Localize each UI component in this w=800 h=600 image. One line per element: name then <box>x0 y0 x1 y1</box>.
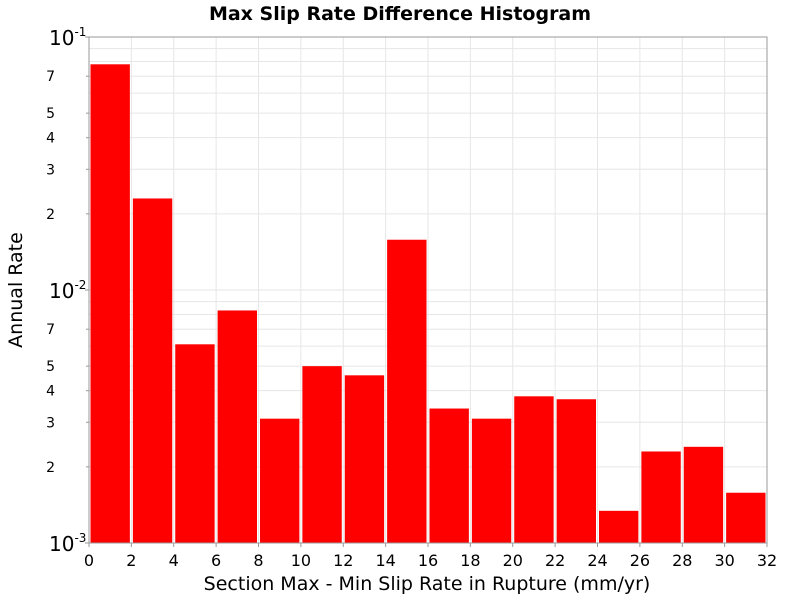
y-minor-tick-label: 4 <box>46 131 55 147</box>
x-tick-label: 20 <box>503 551 523 570</box>
histogram-bar <box>683 446 724 543</box>
histogram-bar <box>429 408 469 543</box>
y-minor-tick-label: 3 <box>46 162 55 178</box>
x-axis-label: Section Max - Min Slip Rate in Rupture (… <box>204 573 651 595</box>
histogram-bar <box>641 451 681 543</box>
histogram-bar <box>302 366 342 543</box>
x-tick-label: 8 <box>253 551 263 570</box>
histogram-bar <box>726 492 766 543</box>
histogram-bar <box>514 396 554 543</box>
histogram-bar <box>599 510 639 543</box>
x-tick-label: 14 <box>375 551 395 570</box>
y-minor-tick-label: 2 <box>46 460 55 476</box>
x-tick-label: 10 <box>291 551 311 570</box>
x-tick-label: 26 <box>630 551 650 570</box>
x-tick-label: 18 <box>460 551 480 570</box>
y-major-tick-label: 10-3 <box>49 531 86 556</box>
x-tick-label: 12 <box>333 551 353 570</box>
x-axis: 0 2 4 6 8 10 12 14 16 18 20 22 24 26 28 30 32 <box>84 543 777 570</box>
x-tick-label: 2 <box>126 551 136 570</box>
y-axis: 10-1 10-2 10-3 7 5 4 3 2 7 5 4 3 2 <box>46 25 89 556</box>
y-minor-tick-label: 5 <box>46 359 55 375</box>
histogram-bar <box>471 418 512 543</box>
chart-title: Max Slip Rate Difference Histogram <box>209 3 591 25</box>
y-minor-tick-label: 3 <box>46 415 55 431</box>
x-tick-label: 24 <box>587 551 607 570</box>
y-axis-label: Annual Rate <box>5 232 27 348</box>
x-tick-label: 6 <box>211 551 221 570</box>
histogram-bar <box>344 375 385 543</box>
x-tick-label: 22 <box>545 551 565 570</box>
y-minor-tick-label: 2 <box>46 207 55 223</box>
x-tick-label: 32 <box>757 551 777 570</box>
histogram-bar <box>260 418 300 543</box>
x-tick-label: 28 <box>672 551 692 570</box>
y-minor-tick-label: 5 <box>46 106 55 122</box>
histogram-bar <box>217 310 257 543</box>
histogram-bar <box>387 239 427 544</box>
histogram-bar <box>556 399 596 543</box>
y-minor-tick-label: 7 <box>46 322 55 338</box>
histogram-bar <box>90 64 130 544</box>
histogram-bar <box>132 198 173 544</box>
y-minor-tick-label: 4 <box>46 384 55 400</box>
x-tick-label: 30 <box>714 551 734 570</box>
x-tick-label: 0 <box>84 551 94 570</box>
bars <box>90 64 766 544</box>
y-major-tick-label: 10-2 <box>49 278 86 303</box>
y-minor-tick-label: 7 <box>46 69 55 85</box>
histogram-bar <box>175 344 215 543</box>
y-major-tick-label: 10-1 <box>49 25 86 50</box>
x-tick-label: 4 <box>169 551 179 570</box>
x-tick-label: 16 <box>418 551 438 570</box>
